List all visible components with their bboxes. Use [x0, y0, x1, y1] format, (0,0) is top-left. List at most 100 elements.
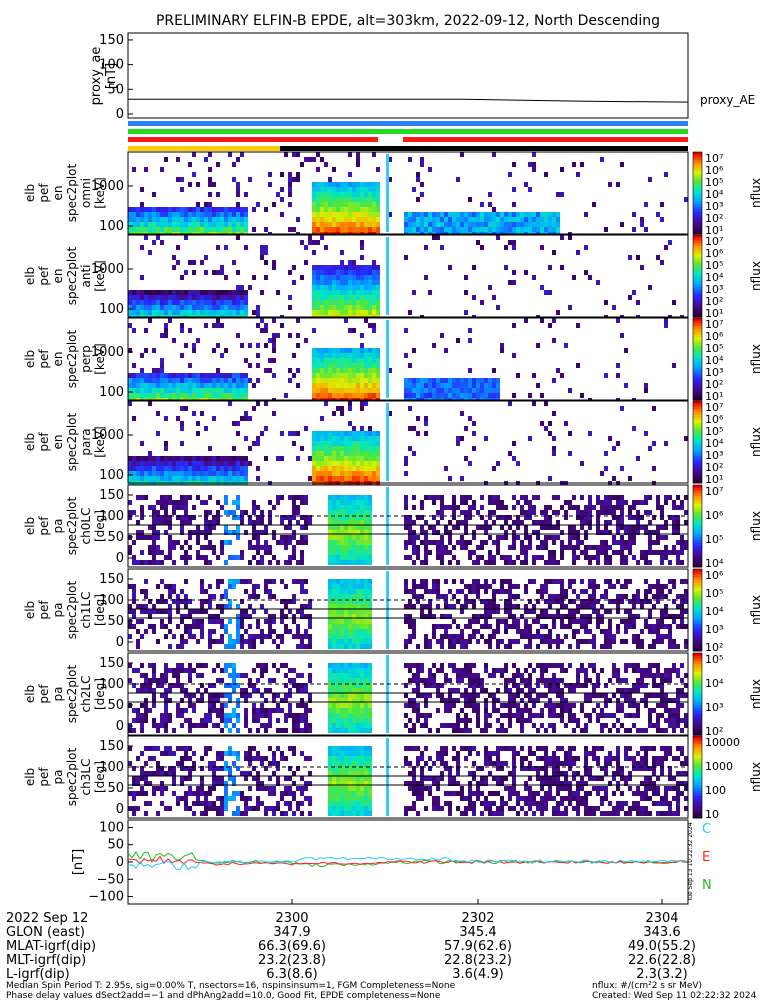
spectrogram-cell [404, 471, 408, 476]
spectrogram-cell [224, 466, 228, 471]
spectrogram-cell [328, 310, 332, 315]
spectrogram-cell [280, 431, 284, 436]
spectrogram-cell [252, 668, 256, 673]
spectrogram-cell [516, 604, 520, 609]
spectrogram-cell [584, 550, 588, 555]
spectrogram-cell [656, 500, 660, 505]
spectrogram-cell [272, 348, 276, 353]
spectrogram-cell [160, 333, 164, 338]
spectrogram-cell [232, 222, 236, 227]
spectrogram-cell [208, 310, 212, 315]
spectrogram-cell [196, 688, 200, 693]
spectrogram-cell [368, 363, 372, 368]
spectrogram-cell [320, 285, 324, 290]
spectrogram-cell [232, 713, 236, 718]
spectrogram-cell [500, 217, 504, 222]
spectrogram-cell [544, 634, 548, 639]
spectrogram-cell [524, 217, 528, 222]
panel-ylabel: elb [23, 184, 37, 202]
spectrogram-cell [668, 495, 672, 500]
spectrogram-cell [264, 584, 268, 589]
spectrogram-cell [508, 240, 512, 245]
spectrogram-cell [168, 212, 172, 217]
spectrogram-cell [164, 441, 168, 446]
spectrogram-cell [264, 525, 268, 530]
spectrogram-cell [576, 172, 580, 177]
spectrogram-cell [356, 634, 360, 639]
spectrogram-cell [664, 545, 668, 550]
spectrogram-cell [292, 227, 296, 232]
spectrogram-cell [612, 505, 616, 510]
spectrogram-cell [452, 579, 456, 584]
spectrogram-cell [148, 456, 152, 461]
spectrogram-cell [328, 663, 332, 668]
spectrogram-cell [376, 202, 380, 207]
spectrogram-cell [320, 353, 324, 358]
spectrogram-cell [296, 383, 300, 388]
spectrogram-cell [156, 217, 160, 222]
spectrogram-cell [188, 624, 192, 629]
spectrogram-cell [264, 579, 268, 584]
spectrogram-cell [264, 227, 268, 232]
spectrogram-cell [132, 668, 136, 673]
spectrogram-cell [320, 187, 324, 192]
spectrogram-cell [320, 212, 324, 217]
spectrogram-cell [580, 520, 584, 525]
spectrogram-cell [496, 619, 500, 624]
spectrogram-cell [528, 629, 532, 634]
spectrogram-cell [504, 265, 508, 270]
spectrogram-cell [352, 639, 356, 644]
spectrogram-cell [556, 212, 560, 217]
spectrogram-cell [208, 471, 212, 476]
spectrogram-cell [212, 545, 216, 550]
spectrogram-cell [524, 495, 528, 500]
spectrogram-cell [332, 510, 336, 515]
spectrogram-cell [624, 619, 628, 624]
spectrogram-cell [164, 668, 168, 673]
spectrogram-cell [368, 500, 372, 505]
spectrogram-cell [160, 693, 164, 698]
spectrogram-cell [168, 318, 172, 323]
spectrogram-cell [248, 639, 252, 644]
spectrogram-cell [284, 673, 288, 678]
spectrogram-cell [288, 431, 292, 436]
spectrogram-cell [240, 290, 244, 295]
spectrogram-cell [328, 265, 332, 270]
spectrogram-cell [456, 378, 460, 383]
spectrogram-cell [368, 604, 372, 609]
spectrogram-cell [216, 310, 220, 315]
spectrogram-cell [176, 227, 180, 232]
spectrogram-cell [488, 644, 492, 649]
spectrogram-cell [428, 378, 432, 383]
spectrogram-cell [468, 227, 472, 232]
spectrogram-cell [352, 560, 356, 565]
spectrogram-cell [332, 555, 336, 560]
spectrogram-cell [148, 212, 152, 217]
spectrogram-cell [180, 466, 184, 471]
spectrogram-cell [144, 310, 148, 315]
spectrogram-cell [260, 634, 264, 639]
spectrogram-cell [464, 393, 468, 398]
spectrogram-cell [436, 520, 440, 525]
spectrogram-cell [496, 550, 500, 555]
spectrogram-cell [224, 644, 228, 649]
spectrogram-cell [236, 466, 240, 471]
spectrogram-cell [144, 708, 148, 713]
spectrogram-cell [648, 624, 652, 629]
spectrogram-cell [192, 300, 196, 305]
spectrogram-cell [548, 505, 552, 510]
spectrogram-cell [364, 265, 368, 270]
spectrogram-cell [164, 323, 168, 328]
spectrogram-cell [172, 510, 176, 515]
spectrogram-cell [324, 290, 328, 295]
spectrogram-cell [660, 589, 664, 594]
spectrogram-cell [340, 525, 344, 530]
spectrogram-cell [192, 310, 196, 315]
spectrogram-cell [192, 708, 196, 713]
spectrogram-cell [348, 378, 352, 383]
spectrogram-cell [512, 280, 516, 285]
spectrogram-cell [356, 192, 360, 197]
spectrogram-cell [436, 235, 440, 240]
spectrogram-cell [160, 624, 164, 629]
spectrogram-cell [336, 579, 340, 584]
